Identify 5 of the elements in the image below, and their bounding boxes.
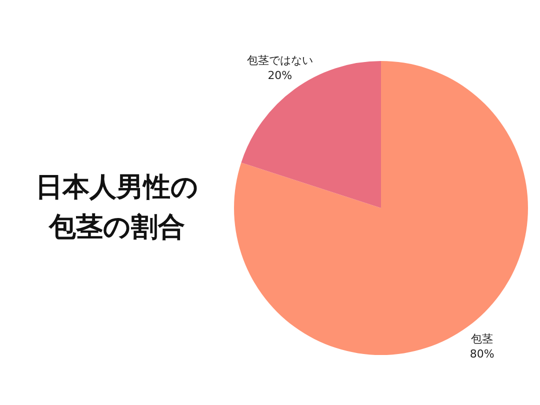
- data-label: 20%: [268, 69, 292, 82]
- text: 日本人男性の包茎の割合: [34, 171, 200, 245]
- slice-label: 包茎: [471, 332, 494, 346]
- slice-label: 包茎ではない: [246, 54, 313, 68]
- data-label: 80%: [470, 348, 494, 360]
